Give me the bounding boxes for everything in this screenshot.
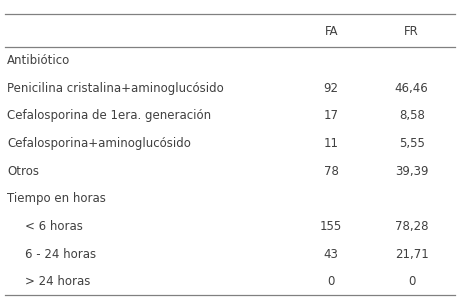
Text: 43: 43 xyxy=(323,248,338,261)
Text: > 24 horas: > 24 horas xyxy=(25,275,90,288)
Text: Antibiótico: Antibiótico xyxy=(7,54,70,67)
Text: Tiempo en horas: Tiempo en horas xyxy=(7,192,106,205)
Text: Cefalosporina de 1era. generación: Cefalosporina de 1era. generación xyxy=(7,109,211,122)
Text: 78: 78 xyxy=(323,165,338,178)
Text: 6 - 24 horas: 6 - 24 horas xyxy=(25,248,96,261)
Text: 78,28: 78,28 xyxy=(394,220,427,233)
Text: 5,55: 5,55 xyxy=(398,137,424,150)
Text: Otros: Otros xyxy=(7,165,39,178)
Text: < 6 horas: < 6 horas xyxy=(25,220,83,233)
Text: 21,71: 21,71 xyxy=(394,248,428,261)
Text: Penicilina cristalina+aminoglucósido: Penicilina cristalina+aminoglucósido xyxy=(7,82,223,95)
Text: 0: 0 xyxy=(327,275,334,288)
Text: 39,39: 39,39 xyxy=(394,165,427,178)
Text: Cefalosporina+aminoglucósido: Cefalosporina+aminoglucósido xyxy=(7,137,190,150)
Text: 11: 11 xyxy=(323,137,338,150)
Text: 8,58: 8,58 xyxy=(398,109,424,122)
Text: 155: 155 xyxy=(319,220,341,233)
Text: 92: 92 xyxy=(323,82,338,95)
Text: 0: 0 xyxy=(407,275,414,288)
Text: 17: 17 xyxy=(323,109,338,122)
Text: FR: FR xyxy=(403,25,418,38)
Text: FA: FA xyxy=(324,25,337,38)
Text: 46,46: 46,46 xyxy=(394,82,428,95)
